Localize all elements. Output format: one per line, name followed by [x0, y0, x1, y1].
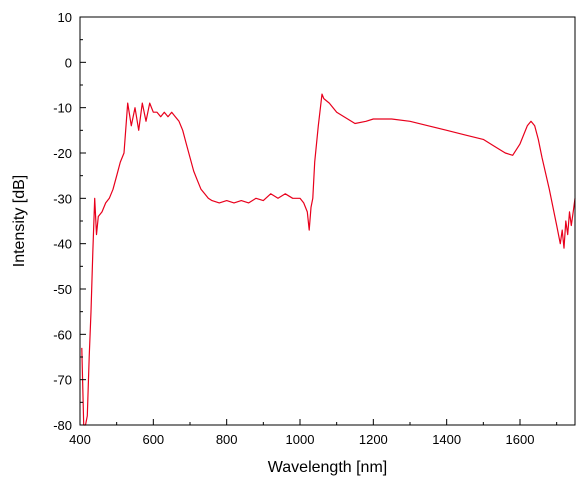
y-tick-label: -50: [53, 282, 72, 297]
x-tick-label: 400: [69, 432, 91, 447]
x-axis-title: Wavelength [nm]: [268, 459, 387, 476]
x-tick-label: 600: [142, 432, 164, 447]
x-tick-label: 1200: [359, 432, 388, 447]
x-tick-label: 1600: [506, 432, 535, 447]
y-tick-label: -10: [53, 101, 72, 116]
y-tick-label: 0: [65, 55, 72, 70]
x-axis: 400 600 800 1000 1200 1400 1600: [69, 419, 558, 447]
y-tick-label: -20: [53, 146, 72, 161]
x-tick-label: 1000: [286, 432, 315, 447]
y-tick-label: -40: [53, 237, 72, 252]
y-axis-title: Intensity [dB]: [11, 175, 28, 268]
y-tick-label: -60: [53, 327, 72, 342]
y-tick-label: -80: [53, 418, 72, 433]
y-axis: 10 0 -10 -20 -30 -40 -50 -60 -70 -80: [53, 10, 86, 433]
y-tick-label: 10: [58, 10, 72, 25]
x-tick-label: 800: [216, 432, 238, 447]
plot-frame: [79, 16, 576, 426]
plot-area: [79, 16, 576, 426]
y-tick-label: -30: [53, 191, 72, 206]
spectrum-line: [81, 93, 576, 426]
x-tick-label: 1400: [432, 432, 461, 447]
y-tick-label: -70: [53, 373, 72, 388]
